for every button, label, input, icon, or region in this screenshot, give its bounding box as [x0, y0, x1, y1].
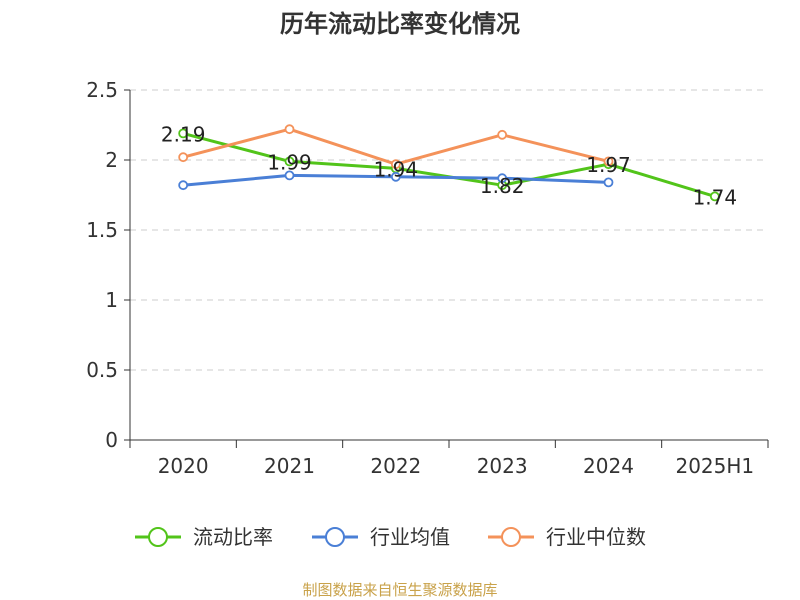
x-tick-label: 2024: [583, 454, 634, 478]
y-tick-label: 0.5: [86, 358, 118, 382]
legend-symbol-marker: [148, 527, 168, 547]
legend-symbol-marker: [501, 527, 521, 547]
data-point: [178, 152, 189, 163]
data-label: 1.99: [267, 150, 312, 174]
chart-title: 历年流动比率变化情况: [280, 10, 520, 38]
y-tick-label: 1.5: [86, 218, 118, 242]
data-label: 1.74: [693, 185, 738, 209]
x-tick-label: 2021: [264, 454, 315, 478]
source-note: 制图数据来自恒生聚源数据库: [302, 581, 497, 599]
data-point: [390, 171, 401, 182]
legend-label: 行业均值: [370, 525, 450, 549]
series-group: [178, 124, 720, 202]
legend-label: 流动比率: [193, 525, 273, 549]
x-tick-label: 2022: [370, 454, 421, 478]
series-line: [182, 131, 716, 198]
y-tick-label: 0: [105, 428, 118, 452]
data-point: [497, 129, 508, 140]
legend-symbol-marker: [325, 527, 345, 547]
y-tick-label: 2: [105, 148, 118, 172]
y-tick-label: 1: [105, 288, 118, 312]
grid-lines: [130, 89, 768, 371]
data-label: 1.82: [480, 174, 525, 198]
legend: 流动比率 行业均值 行业中位数: [135, 525, 646, 549]
data-point: [390, 159, 401, 170]
x-tick-label: 2020: [158, 454, 209, 478]
data-point: [709, 191, 720, 202]
data-point: [497, 173, 508, 184]
data-label: 2.19: [161, 122, 206, 146]
data-point: [603, 177, 614, 188]
data-point: [603, 156, 614, 167]
data-label: 1.97: [586, 153, 631, 177]
y-tick-label: 2.5: [86, 78, 118, 102]
data-labels: 2.19 1.99 1.94 1.82 1.97 1.74: [161, 122, 737, 209]
data-label: 1.94: [374, 157, 419, 181]
data-point: [284, 124, 295, 135]
data-point: [284, 156, 295, 167]
data-point: [284, 170, 295, 181]
x-tick-label: 2025H1: [675, 454, 754, 478]
axes: 0 0.5 1 1.5 2 2.5 2020 2021 2022 2023 2024 2025H1: [86, 78, 769, 478]
data-point: [178, 180, 189, 191]
legend-label: 行业中位数: [546, 525, 646, 549]
x-tick-label: 2023: [477, 454, 528, 478]
data-point: [178, 128, 189, 139]
